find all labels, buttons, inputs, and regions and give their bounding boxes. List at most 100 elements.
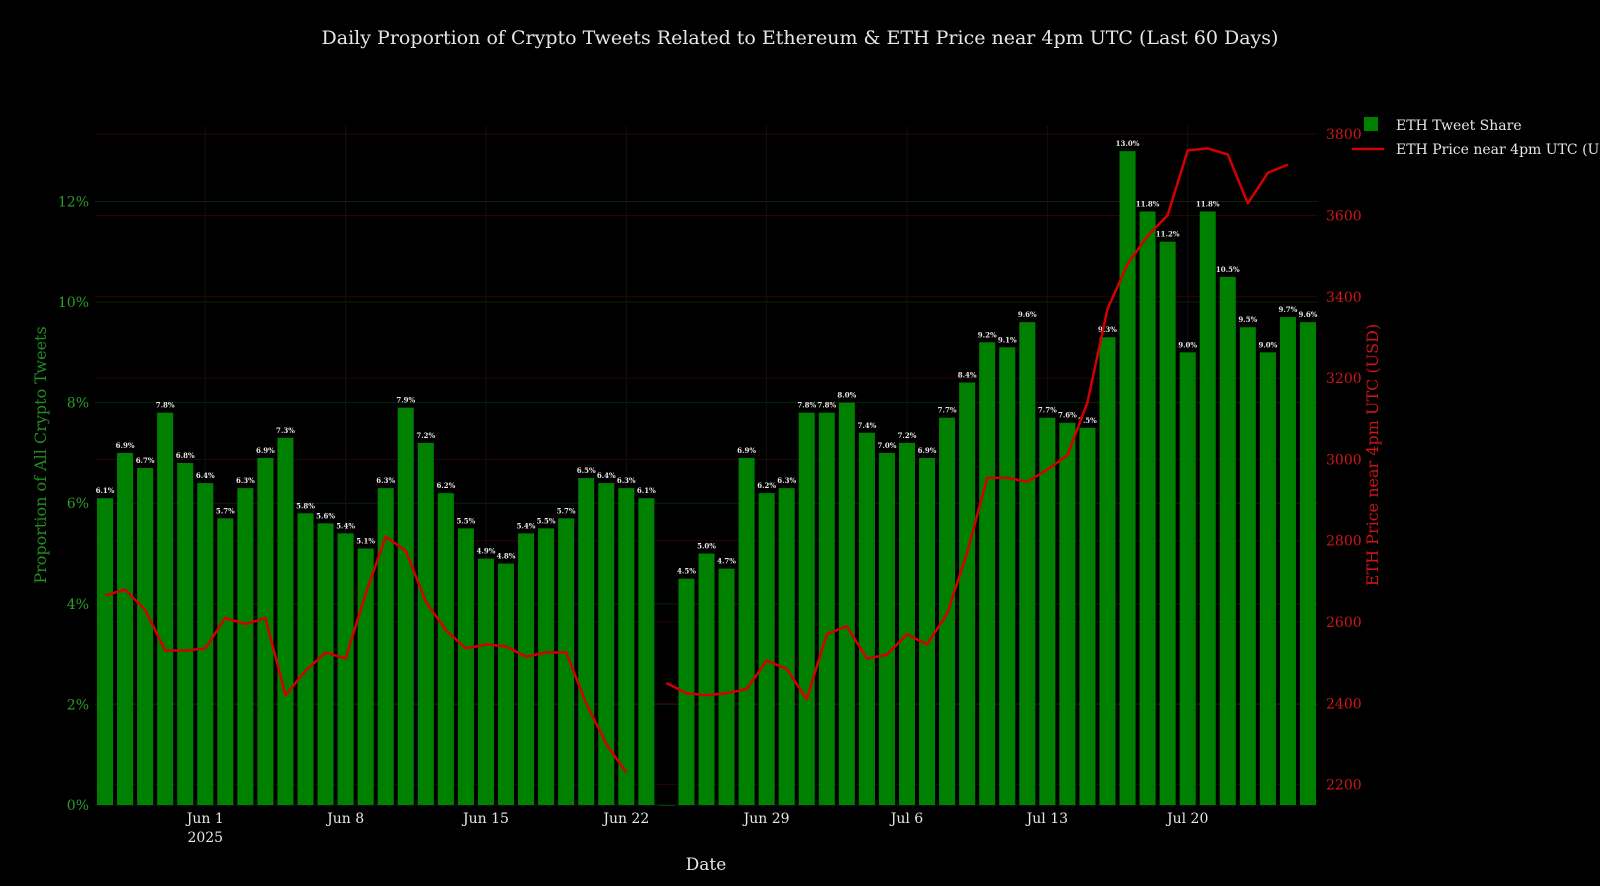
bar-data-label: 11.8% — [1196, 200, 1220, 209]
bar[interactable] — [477, 558, 494, 805]
right-tick-label: 2600 — [1326, 615, 1362, 631]
bar-data-label: 5.5% — [537, 516, 556, 525]
right-tick-label: 3200 — [1326, 371, 1362, 387]
bar[interactable] — [1079, 427, 1096, 805]
bar[interactable] — [598, 483, 615, 805]
bar[interactable] — [177, 462, 194, 805]
bar-data-label: 4.5% — [677, 567, 696, 576]
bar-data-label: 4.7% — [717, 557, 736, 566]
bar[interactable] — [457, 528, 474, 805]
bar[interactable] — [838, 402, 855, 805]
bar[interactable] — [1239, 327, 1256, 805]
line-series — [104, 147, 1289, 774]
bar[interactable] — [1039, 417, 1056, 805]
bar[interactable] — [197, 483, 214, 805]
legend-bar-swatch — [1364, 117, 1378, 131]
price-line[interactable] — [104, 535, 628, 774]
bar[interactable] — [1219, 276, 1236, 805]
bar[interactable] — [1259, 352, 1276, 805]
left-axis-ticks: 0% 2% 4% 6% 8% 10% 12% — [58, 194, 89, 814]
bar[interactable] — [317, 523, 334, 805]
bar[interactable] — [297, 513, 314, 805]
bar[interactable] — [778, 488, 795, 805]
bar[interactable] — [538, 528, 555, 805]
price-line[interactable] — [665, 147, 1289, 701]
bar[interactable] — [357, 548, 374, 805]
x-axis-label: Date — [686, 855, 727, 875]
bar[interactable] — [518, 533, 535, 805]
bar[interactable] — [237, 488, 254, 805]
bar-data-label: 7.7% — [938, 406, 957, 415]
bar[interactable] — [337, 533, 354, 805]
right-tick-label: 3000 — [1326, 452, 1362, 468]
bar[interactable] — [1159, 241, 1176, 805]
bar[interactable] — [638, 498, 655, 805]
bar[interactable] — [1179, 352, 1196, 805]
bar[interactable] — [277, 437, 294, 805]
bar[interactable] — [919, 457, 936, 805]
bar[interactable] — [1059, 422, 1076, 805]
bar[interactable] — [257, 457, 274, 805]
bar-data-label: 6.8% — [176, 451, 195, 460]
bar[interactable] — [117, 452, 134, 805]
bar-data-label: 5.7% — [557, 506, 576, 515]
bar[interactable] — [959, 382, 976, 805]
bar[interactable] — [417, 442, 434, 805]
bar-data-label: 11.8% — [1136, 200, 1160, 209]
right-axis-label: ETH Price near 4pm UTC (USD) — [1363, 324, 1382, 586]
left-tick-label: 6% — [67, 496, 89, 512]
bar[interactable] — [217, 518, 234, 805]
bar[interactable] — [137, 468, 154, 805]
bar[interactable] — [1099, 337, 1116, 805]
bar[interactable] — [377, 488, 394, 805]
bar-data-label: 9.2% — [978, 330, 997, 339]
bar[interactable] — [898, 442, 916, 805]
bar-data-label: 9.6% — [1299, 310, 1318, 319]
legend[interactable]: ETH Tweet Share ETH Price near 4pm UTC (… — [1352, 117, 1600, 158]
right-tick-label: 3600 — [1326, 208, 1362, 224]
bar-data-label: 6.2% — [757, 481, 776, 490]
bar[interactable] — [858, 432, 875, 805]
bar-data-label: 4.9% — [477, 547, 496, 556]
bar-data-label: 6.1% — [637, 486, 656, 495]
bar[interactable] — [97, 498, 114, 805]
bar[interactable] — [1199, 211, 1216, 805]
bar[interactable] — [798, 412, 815, 805]
bar[interactable] — [738, 457, 755, 805]
bar-data-label: 6.9% — [256, 446, 275, 455]
bar[interactable] — [497, 563, 515, 805]
bar[interactable] — [558, 518, 575, 805]
bar-data-label: 6.9% — [116, 441, 135, 450]
bar[interactable] — [658, 805, 675, 806]
bar[interactable] — [698, 553, 715, 805]
bar[interactable] — [1139, 211, 1156, 805]
bar[interactable] — [437, 493, 454, 805]
bar[interactable] — [979, 342, 996, 805]
bar-data-label: 6.9% — [918, 446, 937, 455]
x-tick-label: Jul 13 — [1025, 811, 1068, 827]
bar-series — [97, 151, 1316, 806]
bar[interactable] — [999, 347, 1016, 805]
x-axis-ticks: Jun 1 2025 Jun 8 Jun 15 Jun 22 Jun 29 Jul 6 Jul… — [185, 811, 1209, 846]
bar[interactable] — [1279, 317, 1296, 805]
bar-data-label: 6.7% — [136, 456, 155, 465]
bar-data-label: 7.4% — [857, 421, 876, 430]
bar[interactable] — [718, 568, 735, 805]
bar[interactable] — [758, 493, 775, 805]
bar[interactable] — [157, 412, 174, 805]
bar-data-label: 5.0% — [697, 542, 716, 551]
bar[interactable] — [1119, 151, 1136, 806]
bar-data-label: 7.3% — [276, 426, 295, 435]
bar[interactable] — [818, 412, 835, 805]
bar[interactable] — [878, 452, 895, 805]
bar[interactable] — [578, 478, 595, 805]
x-tick-sublabel: 2025 — [187, 830, 223, 846]
bar-data-label: 9.3% — [1098, 325, 1117, 334]
bar[interactable] — [1299, 322, 1316, 805]
bar[interactable] — [1019, 322, 1036, 805]
x-tick-label: Jun 15 — [461, 811, 509, 827]
bar-data-label: 7.2% — [898, 431, 917, 440]
bar[interactable] — [397, 407, 414, 805]
bar[interactable] — [618, 488, 635, 805]
bar-data-label: 6.3% — [236, 476, 255, 485]
